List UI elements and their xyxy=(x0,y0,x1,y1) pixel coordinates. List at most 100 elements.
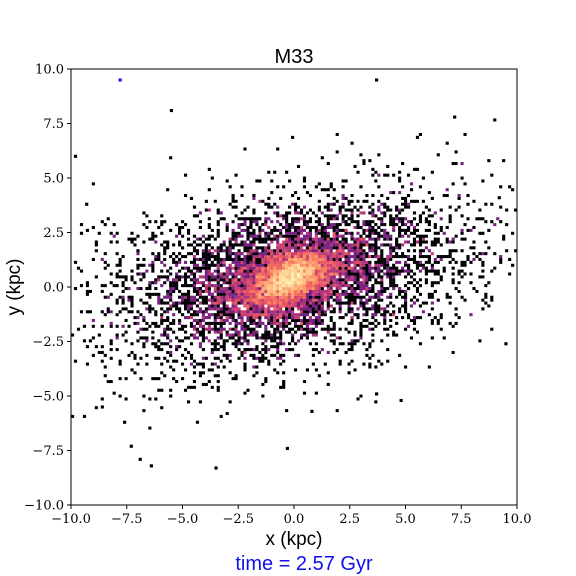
heatmap-cell xyxy=(308,292,312,296)
heatmap-cell xyxy=(317,208,321,212)
heatmap-cell xyxy=(234,342,238,346)
heatmap-cell xyxy=(192,214,197,218)
heatmap-cell xyxy=(478,231,482,235)
heatmap-cell xyxy=(415,234,420,238)
heatmap-cell xyxy=(305,275,310,279)
heatmap-cell xyxy=(365,284,369,288)
heatmap-cell xyxy=(326,327,330,331)
heatmap-cell xyxy=(415,316,420,320)
heatmap-cell xyxy=(243,243,247,247)
heatmap-cell xyxy=(418,234,422,238)
heatmap-cell xyxy=(454,162,458,166)
heatmap-cell xyxy=(291,281,295,285)
heatmap-cell xyxy=(210,292,214,296)
heatmap-cell xyxy=(213,304,217,308)
heatmap-cell xyxy=(320,257,324,261)
heatmap-cell xyxy=(427,214,431,218)
heatmap-cell xyxy=(350,260,354,264)
heatmap-cell xyxy=(267,359,271,363)
heatmap-cell xyxy=(249,292,253,296)
heatmap-cell xyxy=(246,327,250,331)
heatmap-cell xyxy=(341,196,345,200)
heatmap-cell xyxy=(234,339,238,343)
heatmap-cell xyxy=(412,272,417,276)
heatmap-cell xyxy=(121,298,125,302)
heatmap-cell xyxy=(490,298,494,302)
heatmap-cell xyxy=(228,371,232,375)
heatmap-cell xyxy=(270,275,274,279)
heatmap-cell xyxy=(335,249,339,253)
heatmap-cell xyxy=(311,255,315,259)
heatmap-cell xyxy=(371,220,375,224)
heatmap-cell xyxy=(302,318,307,323)
heatmap-cell xyxy=(329,263,333,267)
heatmap-cell xyxy=(154,281,158,285)
heatmap-cell xyxy=(406,249,411,253)
heatmap-cell xyxy=(273,298,277,302)
heatmap-cell xyxy=(365,260,369,264)
heatmap-cell xyxy=(299,278,304,282)
heatmap-cell xyxy=(133,237,137,241)
heatmap-cell xyxy=(288,263,292,267)
heatmap-cell xyxy=(246,243,250,247)
heatmap-cell xyxy=(457,205,461,209)
heatmap-cell xyxy=(207,217,211,221)
heatmap-cell xyxy=(371,321,375,325)
outlier-cell xyxy=(511,263,515,267)
heatmap-cell xyxy=(362,301,366,305)
heatmap-cell xyxy=(332,188,336,192)
heatmap-cell xyxy=(207,278,211,282)
heatmap-cell xyxy=(267,237,271,241)
heatmap-cell xyxy=(154,345,158,349)
heatmap-cell xyxy=(359,336,363,340)
heatmap-cell xyxy=(302,260,307,264)
heatmap-cell xyxy=(71,414,75,418)
heatmap-cell xyxy=(308,269,312,273)
heatmap-cell xyxy=(231,318,235,323)
heatmap-cell xyxy=(350,310,354,314)
heatmap-cell xyxy=(192,260,197,264)
heatmap-cell xyxy=(359,243,363,247)
heatmap-cell xyxy=(192,240,197,244)
heatmap-cell xyxy=(228,185,232,189)
heatmap-cell xyxy=(302,179,307,183)
heatmap-cell xyxy=(326,220,330,224)
heatmap-cell xyxy=(350,316,354,320)
heatmap-cell xyxy=(258,237,262,241)
heatmap-cell xyxy=(302,304,307,308)
heatmap-cell xyxy=(296,164,301,168)
heatmap-cell xyxy=(270,272,274,276)
x-tick-label: 5.0 xyxy=(395,512,416,527)
heatmap-cell xyxy=(267,272,271,276)
heatmap-cell xyxy=(207,234,211,238)
heatmap-cell xyxy=(273,202,277,206)
heatmap-cell xyxy=(175,263,179,267)
heatmap-cell xyxy=(267,170,271,174)
heatmap-cell xyxy=(502,159,506,163)
heatmap-cell xyxy=(216,298,220,302)
heatmap-cell xyxy=(308,295,312,299)
heatmap-cell xyxy=(261,394,265,398)
heatmap-cell xyxy=(305,263,310,267)
heatmap-cell xyxy=(172,368,176,372)
heatmap-cell xyxy=(433,272,437,276)
heatmap-cell xyxy=(302,243,307,247)
heatmap-cell xyxy=(115,275,119,279)
heatmap-cell xyxy=(460,237,464,241)
heatmap-cell xyxy=(323,278,327,282)
heatmap-cell xyxy=(249,281,253,285)
heatmap-cell xyxy=(181,301,185,305)
heatmap-cell xyxy=(406,205,411,209)
heatmap-cell xyxy=(273,275,277,279)
heatmap-cell xyxy=(344,327,348,331)
heatmap-cell xyxy=(389,272,393,276)
heatmap-cell xyxy=(178,307,182,311)
heatmap-cell xyxy=(380,269,384,273)
heatmap-cell xyxy=(160,231,164,235)
heatmap-cell xyxy=(404,292,408,296)
heatmap-cell xyxy=(225,330,229,334)
heatmap-cell xyxy=(142,409,146,413)
heatmap-cell xyxy=(323,205,327,209)
heatmap-cell xyxy=(169,284,173,288)
heatmap-cell xyxy=(288,316,292,320)
